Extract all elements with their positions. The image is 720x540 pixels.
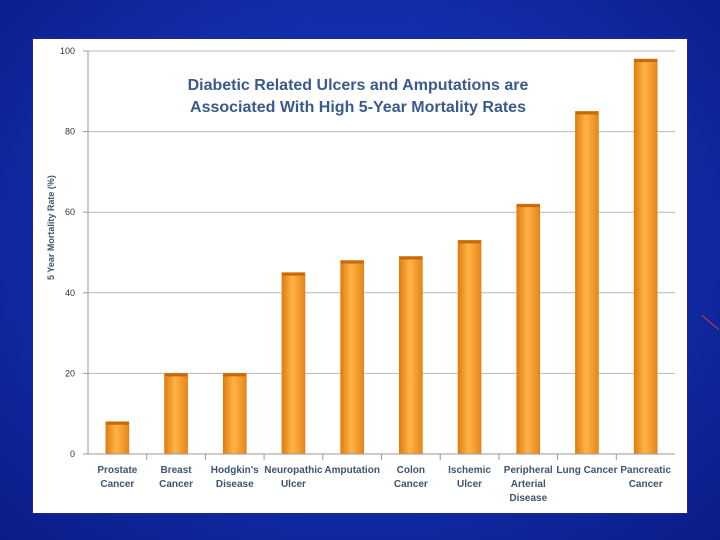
- x-tick-label: Prostate Cancer: [97, 465, 137, 490]
- x-tick-label-line: Cancer: [394, 479, 428, 490]
- x-tick-label-line: Disease: [216, 479, 254, 490]
- x-tick-label-line: Colon: [397, 465, 425, 476]
- y-tick-label: 60: [65, 207, 75, 217]
- bar: [105, 421, 130, 455]
- x-tick-label-line: Neuropathic: [264, 465, 323, 476]
- bar: [340, 260, 364, 455]
- bar: [516, 203, 541, 455]
- x-tick-label: Peripheral Arterial Disease: [504, 465, 553, 504]
- x-tick-label-line: Lung Cancer: [556, 465, 617, 476]
- y-tick-label: 20: [65, 368, 75, 378]
- x-tick-label-line: Ischemic: [448, 465, 491, 476]
- bar: [575, 111, 599, 455]
- chart-panel: 0 20 40 60 80 100 Prostate Cancer Breast Cancer Ho…: [33, 39, 687, 513]
- x-tick-label-line: Disease: [509, 493, 547, 504]
- y-tick-label: 40: [65, 288, 75, 298]
- y-tick-label: 100: [60, 46, 75, 56]
- bar: [222, 373, 247, 455]
- bar-cap: [164, 373, 188, 377]
- bar: [399, 256, 423, 455]
- x-tick-label-line: Ulcer: [281, 479, 306, 490]
- bar: [457, 240, 482, 455]
- x-tick-label-line: Amputation: [324, 465, 380, 476]
- bar-cap: [575, 111, 599, 115]
- x-tick-label-line: Cancer: [629, 479, 663, 490]
- x-tick-label-line: Arterial: [511, 479, 546, 490]
- y-tick-label: 0: [70, 449, 75, 459]
- chart-title-line: Associated With High 5-Year Mortality Ra…: [190, 99, 526, 116]
- x-tick-label-line: Hodgkin's: [211, 465, 259, 476]
- x-tick-label: Breast Cancer: [159, 465, 193, 490]
- x-tick-label: Ischemic Ulcer: [448, 465, 491, 490]
- bar: [281, 272, 306, 455]
- chart-title-line: Diabetic Related Ulcers and Amputations …: [188, 77, 529, 94]
- bars: [105, 58, 658, 455]
- bar-cap: [340, 260, 364, 264]
- x-tick-label-line: Pancreatic: [620, 465, 671, 476]
- bar-chart: 0 20 40 60 80 100 Prostate Cancer Breast Cancer Ho…: [46, 46, 675, 504]
- x-tick-label-line: Prostate: [97, 465, 137, 476]
- x-tick-label: Lung Cancer: [556, 465, 617, 476]
- x-tick-label-line: Peripheral: [504, 465, 553, 476]
- bar-cap: [458, 240, 482, 244]
- bar-cap: [634, 59, 658, 63]
- x-tick-label: Amputation: [324, 465, 380, 476]
- x-tick-label-line: Breast: [160, 465, 192, 476]
- x-tick-label: Hodgkin's Disease: [211, 465, 259, 490]
- chart-title: Diabetic Related Ulcers and Amputations …: [188, 77, 529, 116]
- x-tick-label-line: Cancer: [100, 479, 134, 490]
- bar-cap: [223, 373, 247, 377]
- x-tick-label: Neuropathic Ulcer: [264, 465, 323, 490]
- bar: [633, 58, 658, 455]
- y-axis-label: 5 Year Mortality Rate (%): [46, 175, 56, 280]
- x-tick-label-line: Cancer: [159, 479, 193, 490]
- x-tick-label-line: Ulcer: [457, 479, 482, 490]
- x-tick-label: Pancreatic Cancer: [620, 465, 671, 490]
- bar-cap: [281, 272, 305, 276]
- labels: 0 20 40 60 80 100 Prostate Cancer Breast Cancer Ho…: [46, 46, 671, 504]
- decorative-line: [701, 315, 720, 331]
- bar-cap: [105, 421, 129, 425]
- bar-cap: [516, 204, 540, 208]
- x-tick-label: Colon Cancer: [394, 465, 428, 490]
- y-tick-label: 80: [65, 127, 75, 137]
- bar-cap: [399, 256, 423, 260]
- axes: [83, 50, 675, 460]
- bar: [164, 373, 188, 455]
